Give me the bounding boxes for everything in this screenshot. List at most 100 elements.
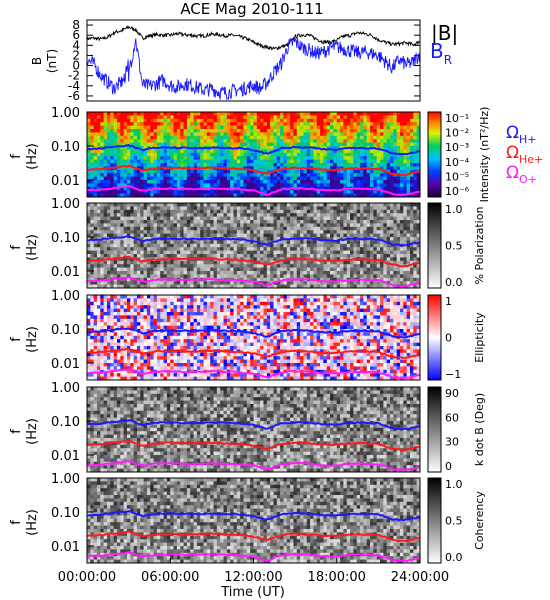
b-ytick-label: 0: [72, 59, 80, 73]
spectrogram-panel-5: 1.00 0.10 0.01 f (Hz) 1.0 0.5 0.0 Coherency: [9, 472, 486, 564]
freq-tick-label: 0.01: [51, 540, 80, 555]
spectrogram-cells: [87, 387, 421, 473]
gyrofrequency-curve-heplus: [86, 530, 421, 543]
freq-axis-unit: (Hz): [25, 418, 40, 445]
gyrofrequency-curve-heplus: [86, 347, 421, 360]
legend-b-magnitude: |B|: [431, 21, 458, 45]
b-ytick-label: -2: [68, 69, 80, 83]
freq-tick-label: 0.01: [51, 174, 80, 189]
freq-axis-label: f: [9, 520, 24, 525]
spectrogram-panel-4: 1.00 0.10 0.01 f (Hz) 90 60 30 0 k dot B (Deg): [9, 381, 486, 473]
freq-axis-label: f: [9, 154, 24, 159]
freq-axis-label: f: [9, 337, 24, 342]
spectrogram-frame: [86, 202, 421, 289]
colorbar-label: k dot B (Deg): [473, 393, 486, 466]
colorbar-tick-label: 10⁻⁶: [445, 185, 470, 198]
colorbar-tick-label: 1.0: [445, 203, 463, 216]
freq-axis-unit: (Hz): [25, 234, 40, 261]
spectrogram-panel-3: 1.00 0.10 0.01 f (Hz) 1 0 −1 Ellipticity: [9, 289, 486, 381]
colorbar-tick-label: 0.0: [445, 551, 463, 564]
colorbar-tick-label: 10⁻²: [445, 127, 469, 140]
x-tick-label: 00:00:00: [58, 570, 116, 585]
spectrogram-panel-1: 1.00 0.10 0.01 f (Hz) 10⁻¹ 10⁻²10⁻³ 10⁻⁴10⁻⁵ 10⁻…: [9, 106, 543, 202]
gyrofrequency-curve-oplus: [86, 275, 421, 288]
spectrogram-cells: [87, 295, 421, 381]
b-ylabel-bottom: (nT): [45, 49, 59, 73]
freq-tick-label: 0.10: [51, 140, 80, 155]
b-ylabel-top: B: [30, 57, 44, 65]
freq-axis-label: f: [9, 429, 24, 434]
freq-axis-unit: (Hz): [25, 326, 40, 353]
x-axis-label: Time (UT): [220, 585, 285, 600]
spectrogram-cells: [87, 112, 421, 198]
spectrogram-cells: [87, 203, 421, 289]
spectrogram-frame: [86, 111, 421, 198]
freq-tick-label: 0.01: [51, 265, 80, 280]
colorbar-tick-label: 1: [445, 295, 452, 308]
b-ytick-label: 4: [72, 38, 80, 52]
freq-tick-label: 1.00: [51, 289, 80, 304]
colorbar-tick-label: −1: [445, 368, 461, 381]
b-plot-frame: [86, 19, 421, 102]
gyrofrequency-curve-heplus: [86, 255, 421, 268]
freq-tick-label: 0.10: [51, 231, 80, 246]
freq-tick-label: 0.10: [51, 415, 80, 430]
gyrofrequency-curve-hplus: [86, 327, 421, 339]
colorbar-tick-label: 10⁻³: [445, 141, 469, 154]
freq-tick-label: 1.00: [51, 106, 80, 121]
colorbar-tick-label: 0.0: [445, 276, 463, 289]
freq-axis-label: f: [9, 245, 24, 250]
b-ytick-label: -6: [68, 89, 80, 103]
colorbar-tick-label: 0: [445, 460, 452, 473]
gyrofrequency-curve-hplus: [86, 235, 421, 247]
gyrofrequency-curve-heplus: [86, 164, 421, 177]
b-ytick-label: 6: [72, 28, 80, 42]
freq-tick-label: 1.00: [51, 472, 80, 487]
colorbar-tick-label: 10⁻¹: [445, 112, 469, 125]
colorbar: [427, 477, 442, 564]
colorbar-tick-label: 1.0: [445, 478, 463, 491]
colorbar: [427, 294, 442, 381]
colorbar-tick-label: 0: [445, 332, 452, 345]
colorbar: [427, 386, 442, 473]
colorbar: [427, 202, 442, 289]
colorbar: [427, 111, 442, 198]
x-tick-label: 12:00:00: [224, 570, 282, 585]
series-b-magnitude: [86, 25, 421, 51]
gyrofrequency-curve-heplus: [86, 439, 421, 452]
gyrofrequency-curve-oplus: [86, 184, 421, 197]
x-axis: 00:00:00 06:00:00 12:00:00 18:00:00 24:00:00…: [58, 558, 449, 600]
gyrofrequency-curve-hplus: [86, 419, 421, 431]
gyrofrequency-curve-oplus: [86, 367, 421, 380]
gyrofrequency-curve-hplus: [86, 143, 421, 156]
colorbar-tick-label: 30: [445, 436, 459, 449]
x-tick-label: 18:00:00: [308, 570, 366, 585]
spectrogram-frame: [86, 386, 421, 473]
colorbar-label: % Polarization: [473, 207, 486, 285]
chart-title: ACE Mag 2010-111: [180, 0, 323, 18]
colorbar-label: Ellipticity: [473, 312, 486, 363]
colorbar-tick-label: 10⁻⁴: [445, 156, 470, 169]
b-ytick-label: 2: [72, 48, 80, 62]
x-tick-label: 24:00:00: [391, 570, 449, 585]
colorbar-tick-label: 10⁻⁵: [445, 170, 469, 183]
legend-omega-oplus: ΩO+: [506, 163, 537, 186]
freq-axis-unit: (Hz): [25, 509, 40, 536]
colorbar-tick-label: 60: [445, 411, 459, 424]
freq-tick-label: 0.10: [51, 506, 80, 521]
freq-tick-label: 0.01: [51, 449, 80, 464]
x-tick-label: 06:00:00: [141, 570, 199, 585]
gyrofrequency-curve-oplus: [86, 460, 421, 472]
gyrofrequency-curve-hplus: [86, 510, 421, 522]
freq-tick-label: 1.00: [51, 381, 80, 396]
freq-tick-label: 0.01: [51, 357, 80, 372]
spectrogram-panel-2: 1.00 0.10 0.01 f (Hz) 1.0 0.5 0.0 % Polarization: [9, 197, 486, 289]
series-b-radial: [86, 37, 421, 101]
colorbar-label: Intensity (nT²/Hz): [478, 107, 491, 203]
gyrofrequency-curve-oplus: [86, 550, 421, 563]
freq-tick-label: 1.00: [51, 197, 80, 212]
spectrogram-cells: [87, 478, 421, 564]
b-ytick-label: 8: [72, 18, 80, 32]
